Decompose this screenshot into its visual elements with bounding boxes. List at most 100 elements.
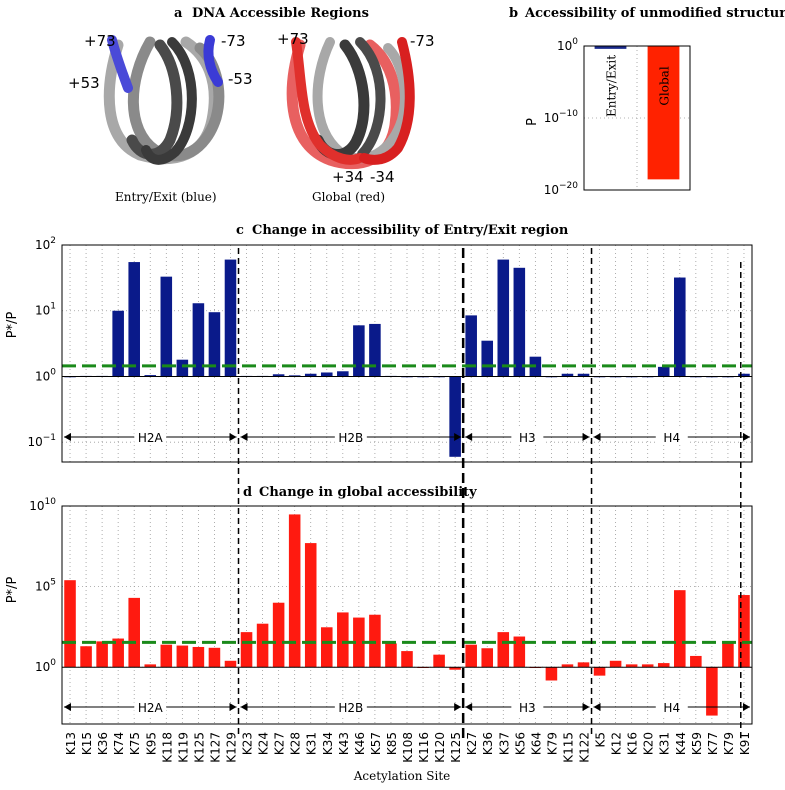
panel-d-bar-k20 xyxy=(641,664,654,668)
panel-d-bar-k120 xyxy=(433,654,445,668)
panel-d-bar-k27 xyxy=(465,644,477,668)
panel-d-bar-k125 xyxy=(449,667,461,670)
label-minus-53: -53 xyxy=(228,70,253,88)
panel-c-group-label-bg xyxy=(511,429,544,445)
panel-d-xtick-label: K12 xyxy=(610,732,624,755)
panel-d-bar-k77 xyxy=(706,667,718,716)
panel-c-bar-k95 xyxy=(144,375,157,377)
panel-d-xtick-label: K125 xyxy=(192,732,206,763)
panel-d-bar-k122 xyxy=(577,662,590,668)
panel-d-bar-k91 xyxy=(738,595,750,668)
panel-d-frame xyxy=(61,505,753,725)
panel-d-bar-k85 xyxy=(385,643,397,668)
panel-d-xlabel: Acetylation Site xyxy=(353,769,451,783)
panel-c-bar-k31 xyxy=(657,366,670,377)
panel-c-group-label-bg xyxy=(655,429,688,445)
panel-d-xtick-label: K79 xyxy=(722,732,736,755)
caption-entry-exit: Entry/Exit (blue) xyxy=(115,190,217,204)
panel-d-xtick-label: K125 xyxy=(449,732,463,763)
panel-c-bar-k57 xyxy=(369,323,381,377)
panel-d-xtick-label: K31 xyxy=(658,732,672,755)
label-minus-73-right: -73 xyxy=(410,32,435,50)
panel-d-xtick-label: K46 xyxy=(353,732,367,755)
panel-d-bar-k46 xyxy=(353,617,365,668)
panel-d-ylabel: P*/P xyxy=(5,577,20,604)
panel-d-xtick-label: K27 xyxy=(465,732,479,755)
panel-c-bar-k122 xyxy=(577,373,590,377)
panel-d-xtick-label: K5 xyxy=(594,732,608,748)
panel-d-group-label-bg xyxy=(655,699,688,715)
panel-d-bar-k125 xyxy=(192,646,205,668)
panel-d-xtick-label: K127 xyxy=(208,732,222,763)
panel-d-bar-k37 xyxy=(497,632,510,668)
panel-b-ytick-label: 10−10 xyxy=(544,109,579,125)
nucleosome-global-image xyxy=(286,37,415,170)
label-plus-34: +34 xyxy=(332,168,364,186)
nucleosome-entry-exit-image xyxy=(103,35,225,165)
panel-c-frame xyxy=(61,244,753,463)
panel-c: c Change in accessibility of Entry/Exit … xyxy=(5,223,753,463)
panel-c-bar-k46 xyxy=(353,325,365,377)
panel-b-letter: b xyxy=(509,6,518,21)
panel-d-xtick-label: K36 xyxy=(96,732,110,755)
panel-d-xtick-label: K15 xyxy=(80,732,94,755)
panel-c-bar-k27 xyxy=(272,374,285,377)
panel-d-bar-k13 xyxy=(64,580,76,668)
panel-d-xtick-label: K16 xyxy=(626,732,640,755)
panel-d-bar-k28 xyxy=(288,514,301,668)
label-minus-73-left: -73 xyxy=(221,32,246,50)
panel-d-bar-k34 xyxy=(320,627,333,668)
panel-d-letter: d xyxy=(243,485,252,500)
panel-d-xtick-label: K85 xyxy=(385,732,399,755)
panel-d-bar-k108 xyxy=(401,651,413,668)
panel-a-title: DNA Accessible Regions xyxy=(192,6,369,21)
panel-c-bar-k36 xyxy=(481,340,494,377)
panel-d-bar-k24 xyxy=(256,623,269,668)
panel-d-bar-k36 xyxy=(96,641,108,668)
panel-d-arrowhead xyxy=(582,703,590,711)
panel-d-ytick-label: 1010 xyxy=(29,497,56,513)
panel-c-bar-k27 xyxy=(465,315,477,377)
panel-c-group-label: H2B xyxy=(338,431,363,445)
panel-c-bar-k37 xyxy=(497,259,510,377)
panel-d-ytick-label: 100 xyxy=(35,658,56,674)
panel-d-xtick-label: K31 xyxy=(305,732,319,755)
panel-d-bar-k115 xyxy=(561,664,574,668)
panel-d-arrowhead xyxy=(593,703,601,711)
panel-c-arrowhead xyxy=(593,433,601,441)
panel-d-bar-k36 xyxy=(481,648,494,668)
panel-c-arrowhead xyxy=(240,433,248,441)
panel-d-bar-k79 xyxy=(545,667,558,681)
panel-d-title: Change in global accessibility xyxy=(259,485,477,500)
panel-a-letter: a xyxy=(174,6,183,21)
panel-c-arrowhead xyxy=(454,433,462,441)
panel-d-bar-k118 xyxy=(160,644,173,668)
panel-d-xtick-label: K116 xyxy=(417,732,431,763)
panel-d-bar-k129 xyxy=(224,660,237,668)
panel-d-bar-k119 xyxy=(176,645,189,668)
panel-d-xtick-label: K59 xyxy=(690,732,704,755)
panel-b-title: Accessibility of unmodified structure xyxy=(524,6,785,21)
panel-d-xtick-label: K120 xyxy=(433,732,447,763)
panel-c-ytick-label: 100 xyxy=(35,367,56,383)
panel-d-xtick-label: K36 xyxy=(481,732,495,755)
label-minus-34: -34 xyxy=(370,168,395,186)
panel-c-group-label: H2A xyxy=(138,431,164,445)
panel-d-bar-k75 xyxy=(128,597,140,668)
panel-c-group-label-bg xyxy=(134,429,167,445)
panel-d-bar-k59 xyxy=(690,655,702,668)
panel-d-bar-k23 xyxy=(240,632,253,668)
panel-b-ytick-label: 100 xyxy=(557,37,578,53)
panel-d-xtick-label: K24 xyxy=(257,732,271,755)
panel-d-group-label-bg xyxy=(334,699,367,715)
panel-d-bar-k43 xyxy=(337,612,349,668)
panel-b-frame xyxy=(583,45,691,191)
panel-d-xtick-label: K28 xyxy=(289,732,303,755)
panel-b-ylabel: P xyxy=(525,118,540,126)
panel-c-bar-k31 xyxy=(304,373,317,377)
panel-b-bar-label: Global xyxy=(658,66,672,105)
panel-c-arrowhead xyxy=(582,433,590,441)
panel-d-bar-k79 xyxy=(722,642,734,668)
panel-d-arrowhead xyxy=(229,703,237,711)
panel-c-title: Change in accessibility of Entry/Exit re… xyxy=(252,223,569,238)
